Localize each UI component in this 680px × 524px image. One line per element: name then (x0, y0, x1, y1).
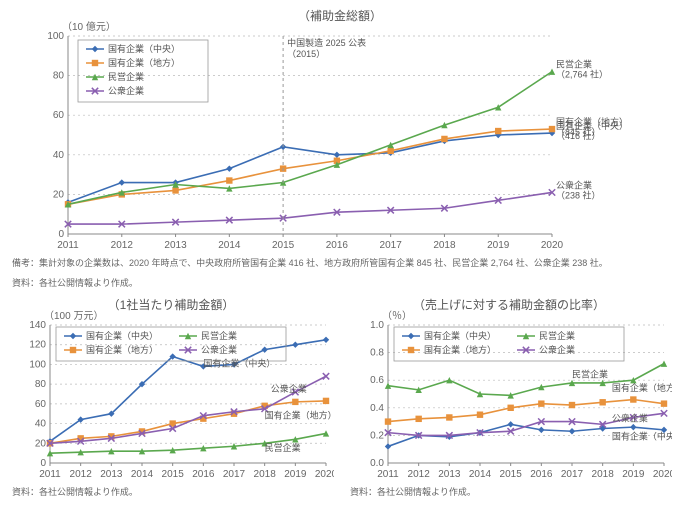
svg-text:（2,764 社）: （2,764 社） (556, 69, 608, 80)
svg-text:80: 80 (35, 380, 47, 391)
svg-text:2016: 2016 (192, 469, 215, 480)
svg-text:国有企業（地方）: 国有企業（地方） (424, 344, 496, 355)
svg-text:国有企業（中央）: 国有企業（中央） (612, 431, 672, 442)
svg-text:0: 0 (58, 229, 64, 240)
left-note: 資料：各社公開情報より作成。 (12, 487, 334, 499)
svg-text:2018: 2018 (592, 469, 615, 480)
svg-text:国有企業（地方）: 国有企業（地方） (86, 344, 158, 355)
svg-text:0.6: 0.6 (370, 376, 384, 387)
svg-text:0.2: 0.2 (370, 431, 384, 442)
svg-text:0.4: 0.4 (370, 403, 384, 414)
svg-text:（2015）: （2015） (287, 49, 325, 59)
svg-text:2015: 2015 (500, 469, 523, 480)
svg-text:（238 社）: （238 社） (556, 189, 601, 200)
svg-text:国有企業（中央）: 国有企業（中央） (86, 330, 158, 341)
svg-text:0.0: 0.0 (370, 458, 384, 469)
svg-text:2012: 2012 (111, 240, 134, 251)
svg-text:国有企業（地方）: 国有企業（地方） (612, 383, 672, 394)
svg-text:2016: 2016 (326, 240, 349, 251)
svg-text:2018: 2018 (433, 240, 456, 251)
svg-text:（10 億元）: （10 億元） (62, 20, 116, 33)
svg-text:国有企業（中央）: 国有企業（中央） (203, 358, 275, 369)
svg-text:100: 100 (47, 31, 64, 42)
svg-text:2020: 2020 (653, 469, 672, 480)
top-chart: （補助金総額） （10 億元） 0 20 40 60 80 100 2011 2012 2013 20… (8, 8, 680, 256)
svg-text:国有企業（地方）: 国有企業（地方） (556, 116, 628, 127)
svg-text:100: 100 (29, 360, 46, 371)
svg-text:（100 万元）: （100 万元） (44, 310, 103, 322)
svg-text:1.0: 1.0 (370, 320, 384, 331)
svg-text:2012: 2012 (408, 469, 431, 480)
right-note: 資料：各社公開情報より作成。 (350, 487, 672, 499)
svg-text:80: 80 (53, 71, 65, 82)
svg-text:国有企業（地方）: 国有企業（地方） (265, 410, 334, 421)
svg-text:民営企業: 民営企業 (265, 443, 301, 454)
svg-text:2015: 2015 (162, 469, 185, 480)
svg-text:民営企業: 民営企業 (556, 59, 592, 70)
left-chart: （1社当たり補助金額） （100 万元） 0 20 40 60 80 100 120 140 201… (8, 297, 334, 507)
svg-text:国有企業（中央）: 国有企業（中央） (424, 330, 496, 341)
svg-text:公衆企業: 公衆企業 (108, 85, 144, 96)
svg-text:2017: 2017 (561, 469, 584, 480)
right-chart: （売上げに対する補助金額の比率）（％） 0.0 0.2 0.4 0.6 0.8 1.0 201… (346, 297, 672, 507)
svg-text:40: 40 (35, 419, 47, 430)
svg-text:国有企業（地方）: 国有企業（地方） (108, 57, 180, 68)
svg-text:2018: 2018 (254, 469, 277, 480)
svg-text:公衆企業: 公衆企業 (539, 344, 575, 355)
svg-text:2011: 2011 (39, 469, 61, 480)
svg-text:民営企業: 民営企業 (539, 330, 575, 341)
svg-text:（補助金総額）: （補助金総額） (298, 8, 382, 23)
svg-text:2014: 2014 (469, 469, 492, 480)
svg-text:20: 20 (53, 189, 65, 200)
svg-text:60: 60 (53, 110, 65, 121)
svg-text:2015: 2015 (272, 240, 295, 251)
svg-text:公衆企業: 公衆企業 (271, 383, 307, 394)
svg-text:2014: 2014 (131, 469, 154, 480)
svg-text:2019: 2019 (487, 240, 510, 251)
svg-text:民営企業: 民営企業 (572, 369, 608, 380)
svg-text:2020: 2020 (315, 469, 334, 480)
svg-text:2013: 2013 (100, 469, 123, 480)
top-note2: 資料：各社公開情報より作成。 (12, 278, 680, 290)
svg-text:2019: 2019 (622, 469, 645, 480)
svg-text:2011: 2011 (377, 469, 399, 480)
svg-text:民営企業: 民営企業 (201, 330, 237, 341)
svg-text:2013: 2013 (164, 240, 187, 251)
svg-text:公衆企業: 公衆企業 (201, 344, 237, 355)
svg-text:（％）: （％） (382, 310, 412, 322)
svg-text:2012: 2012 (70, 469, 93, 480)
svg-text:0.8: 0.8 (370, 348, 384, 359)
svg-text:140: 140 (29, 320, 46, 331)
top-note1: 備考：集計対象の企業数は、2020 年時点で、中央政府所管国有企業 416 社、… (12, 258, 680, 270)
svg-text:2019: 2019 (284, 469, 307, 480)
svg-text:2014: 2014 (218, 240, 241, 251)
svg-text:（845 社）: （845 社） (556, 126, 601, 137)
svg-text:2016: 2016 (530, 469, 553, 480)
svg-text:40: 40 (53, 150, 65, 161)
svg-text:（売上げに対する補助金額の比率）: （売上げに対する補助金額の比率） (413, 297, 605, 312)
svg-text:国有企業（中央）: 国有企業（中央） (108, 43, 180, 54)
svg-text:120: 120 (29, 340, 46, 351)
svg-text:（1社当たり補助金額）: （1社当たり補助金額） (108, 297, 235, 312)
svg-text:2013: 2013 (438, 469, 461, 480)
svg-text:2020: 2020 (541, 240, 564, 251)
svg-text:2017: 2017 (223, 469, 246, 480)
svg-text:中国製造 2025 公表: 中国製造 2025 公表 (287, 37, 366, 48)
svg-text:2017: 2017 (380, 240, 403, 251)
svg-text:公衆企業: 公衆企業 (612, 413, 648, 424)
svg-text:2011: 2011 (57, 240, 79, 251)
svg-text:公衆企業: 公衆企業 (556, 179, 592, 190)
svg-text:60: 60 (35, 399, 47, 410)
svg-text:民営企業: 民営企業 (108, 71, 144, 82)
svg-text:0: 0 (40, 458, 46, 469)
svg-text:20: 20 (35, 439, 47, 450)
